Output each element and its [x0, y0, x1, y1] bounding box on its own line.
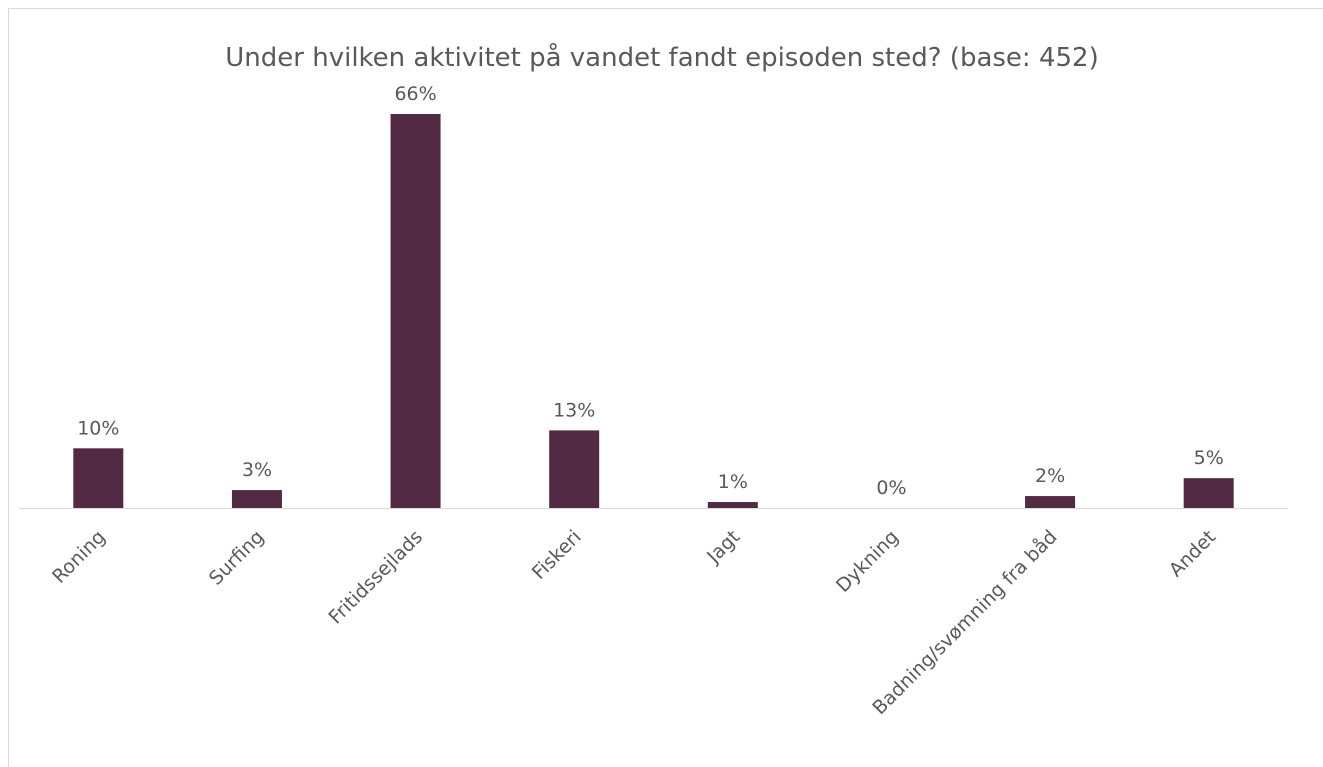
data-label: 5%	[1194, 447, 1224, 469]
bar	[73, 448, 124, 508]
data-label: 13%	[553, 399, 595, 421]
data-label: 1%	[718, 471, 748, 493]
chart-border	[8, 8, 1323, 767]
chart-title: Under hvilken aktivitet på vandet fandt …	[225, 42, 1098, 73]
data-label: 10%	[77, 417, 119, 439]
bar	[390, 114, 441, 508]
data-label: 0%	[876, 477, 906, 499]
data-label: 2%	[1035, 465, 1065, 487]
bar	[549, 430, 600, 508]
bar	[231, 490, 282, 508]
bar	[1183, 478, 1234, 508]
bar	[1025, 496, 1076, 508]
data-label: 3%	[242, 459, 272, 481]
bar	[707, 502, 758, 508]
data-label: 66%	[394, 83, 436, 105]
